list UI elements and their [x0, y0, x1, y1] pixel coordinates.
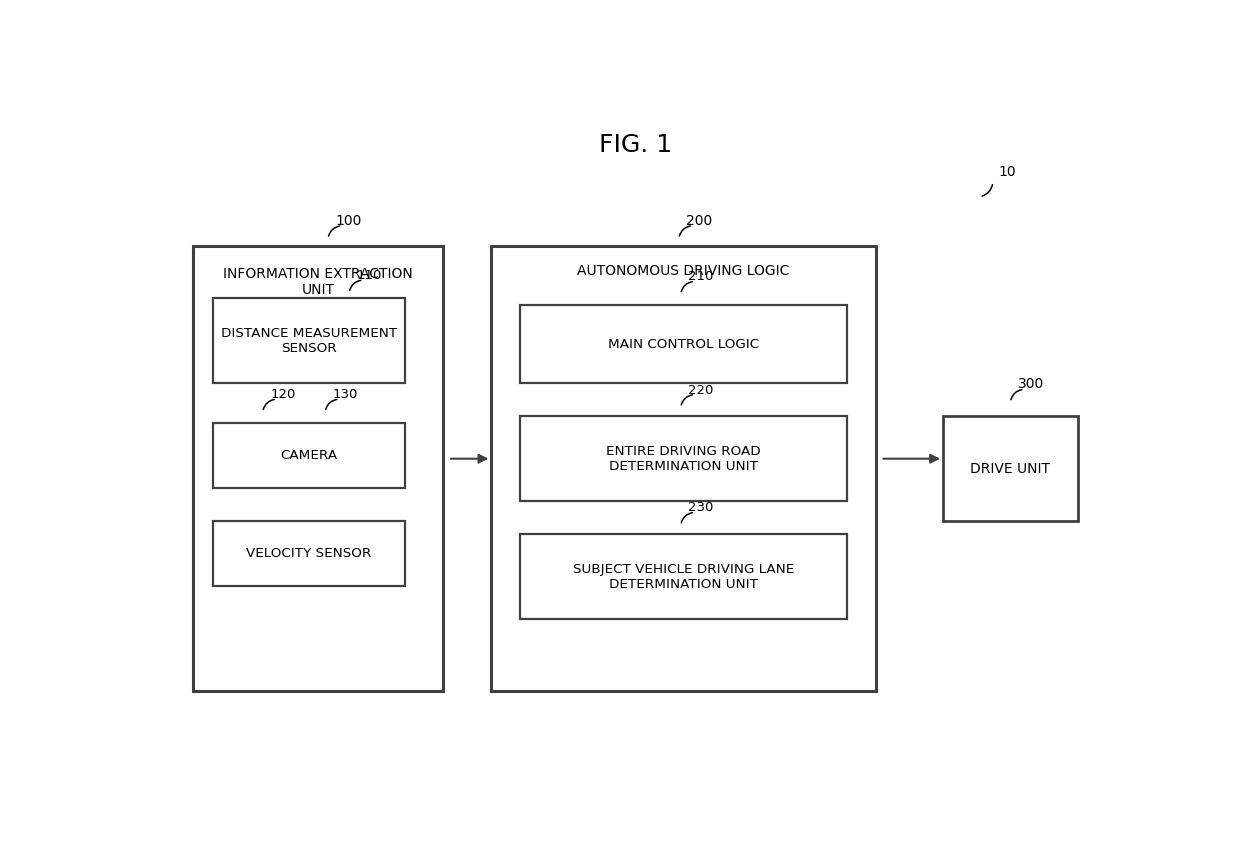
FancyBboxPatch shape — [521, 534, 847, 619]
Text: 300: 300 — [1018, 377, 1044, 391]
Text: 200: 200 — [687, 213, 713, 228]
Text: 10: 10 — [998, 165, 1017, 178]
Text: 100: 100 — [336, 213, 362, 228]
FancyBboxPatch shape — [491, 246, 875, 691]
FancyBboxPatch shape — [521, 416, 847, 502]
Text: ENTIRE DRIVING ROAD
DETERMINATION UNIT: ENTIRE DRIVING ROAD DETERMINATION UNIT — [606, 445, 761, 473]
Text: 230: 230 — [688, 502, 714, 514]
Text: 210: 210 — [688, 270, 714, 283]
FancyBboxPatch shape — [521, 305, 847, 383]
Text: DISTANCE MEASUREMENT
SENSOR: DISTANCE MEASUREMENT SENSOR — [221, 327, 397, 355]
Text: FIG. 1: FIG. 1 — [599, 133, 672, 156]
Text: SUBJECT VEHICLE DRIVING LANE
DETERMINATION UNIT: SUBJECT VEHICLE DRIVING LANE DETERMINATI… — [573, 563, 794, 591]
Text: AUTONOMOUS DRIVING LOGIC: AUTONOMOUS DRIVING LOGIC — [578, 264, 790, 278]
Text: 130: 130 — [332, 388, 358, 401]
FancyBboxPatch shape — [193, 246, 444, 691]
Text: 120: 120 — [270, 388, 295, 401]
FancyBboxPatch shape — [213, 298, 404, 383]
Text: 220: 220 — [688, 383, 714, 396]
Text: DRIVE UNIT: DRIVE UNIT — [970, 462, 1050, 475]
FancyBboxPatch shape — [942, 416, 1078, 521]
FancyBboxPatch shape — [213, 521, 404, 586]
Text: MAIN CONTROL LOGIC: MAIN CONTROL LOGIC — [608, 337, 759, 351]
FancyBboxPatch shape — [213, 422, 404, 488]
Text: 110: 110 — [357, 269, 382, 282]
Text: VELOCITY SENSOR: VELOCITY SENSOR — [246, 547, 372, 560]
Text: INFORMATION EXTRACTION
UNIT: INFORMATION EXTRACTION UNIT — [223, 267, 413, 297]
Text: CAMERA: CAMERA — [280, 449, 337, 462]
